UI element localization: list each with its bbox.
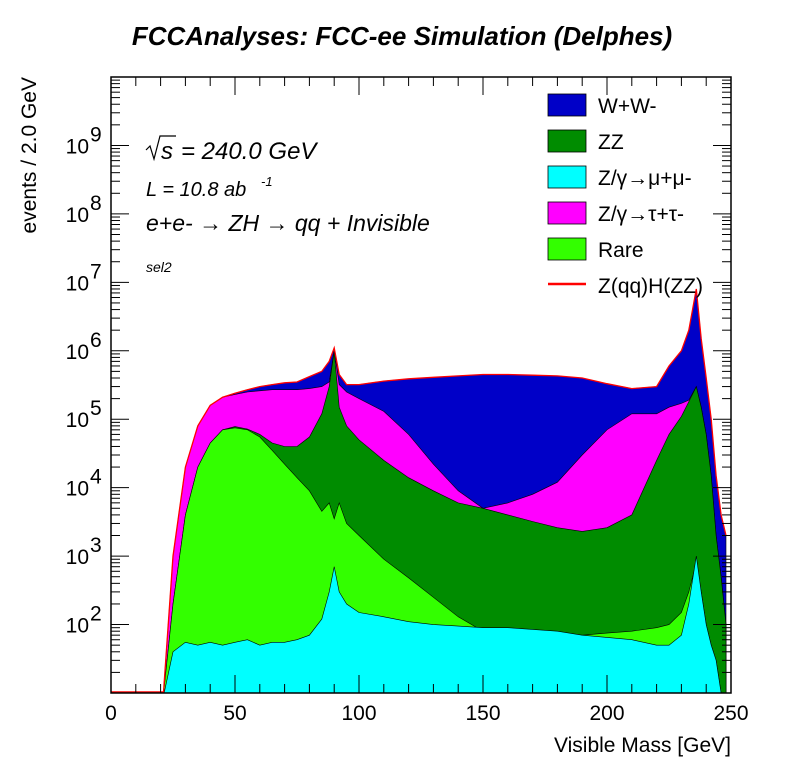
stack-layers — [111, 288, 727, 693]
y-tick-exponent: 4 — [90, 466, 102, 489]
legend-label-w-w-: W+W- — [598, 95, 657, 118]
x-tick-label: 250 — [713, 702, 748, 725]
y-tick-exponent: 2 — [90, 603, 102, 626]
y-tick-label: 10 — [66, 478, 89, 501]
legend-swatch-rare — [547, 237, 587, 261]
y-tick-label: 10 — [66, 341, 89, 364]
stack-area-z- — [163, 556, 727, 693]
y-tick-exponent: 8 — [90, 192, 102, 215]
legend-swatch-zz — [547, 129, 587, 153]
y-tick-label: 10 — [66, 409, 89, 432]
x-axis: 0 50 100 150 200 250 — [105, 77, 749, 725]
legend-swatch-z- — [547, 165, 587, 189]
sqrt-symbol — [145, 135, 176, 162]
lumi-annotation: L = 10.8 ab -1 — [146, 174, 273, 201]
lumi-exponent: -1 — [261, 174, 273, 189]
y-tick-label: 10 — [66, 615, 89, 638]
legend-label-z-qq-h-zz-: Z(qq)H(ZZ) — [598, 275, 703, 298]
y-tick-label: 10 — [66, 272, 89, 295]
y-tick-label: 10 — [66, 546, 89, 569]
sqrt-s-text: s — [161, 138, 173, 165]
y-tick-exponent: 3 — [90, 534, 102, 557]
chart-title: FCCAnalyses: FCC-ee Simulation (Delphes) — [132, 21, 672, 51]
y-tick-exponent: 6 — [90, 329, 102, 352]
lumi-text: L = 10.8 ab — [146, 179, 246, 201]
y-axis-title: events / 2.0 GeV — [18, 77, 41, 233]
x-tick-label: 50 — [223, 702, 246, 725]
process-text: e+e- → ZH → qq + Invisible — [146, 210, 430, 236]
legend-label-rare: Rare — [598, 239, 644, 262]
plot-area — [111, 288, 727, 693]
signal-line — [162, 288, 727, 693]
y-tick-exponent: 7 — [90, 260, 102, 283]
legend-label-z-: Z/γ→μ+μ- — [598, 167, 692, 190]
selection-label: sel2 — [146, 259, 172, 275]
legend-swatch-w-w- — [547, 93, 587, 117]
x-tick-label: 100 — [341, 702, 376, 725]
x-tick-label: 0 — [105, 702, 117, 725]
energy-text: = 240.0 GeV — [181, 138, 318, 165]
y-tick-exponent: 9 — [90, 123, 102, 146]
y-tick-exponent: 5 — [90, 397, 102, 420]
x-tick-label: 150 — [465, 702, 500, 725]
legend-label-zz: ZZ — [598, 131, 624, 154]
legend-swatch-z- — [547, 201, 587, 225]
legend-label-z-: Z/γ→τ+τ- — [598, 203, 684, 226]
annotations: s = 240.0 GeV L = 10.8 ab -1 e+e- → ZH →… — [145, 135, 430, 275]
legend: W+W- ZZ Z/γ→μ+μ- Z/γ→τ+τ- Rare Z(qq)H(ZZ) — [547, 93, 703, 298]
y-tick-label: 10 — [66, 204, 89, 227]
sqrt-s-annotation: s = 240.0 GeV — [145, 135, 318, 165]
x-tick-label: 200 — [589, 702, 624, 725]
x-axis-title: Visible Mass [GeV] — [554, 734, 731, 757]
y-tick-label: 10 — [66, 135, 89, 158]
plot-frame — [110, 76, 732, 694]
